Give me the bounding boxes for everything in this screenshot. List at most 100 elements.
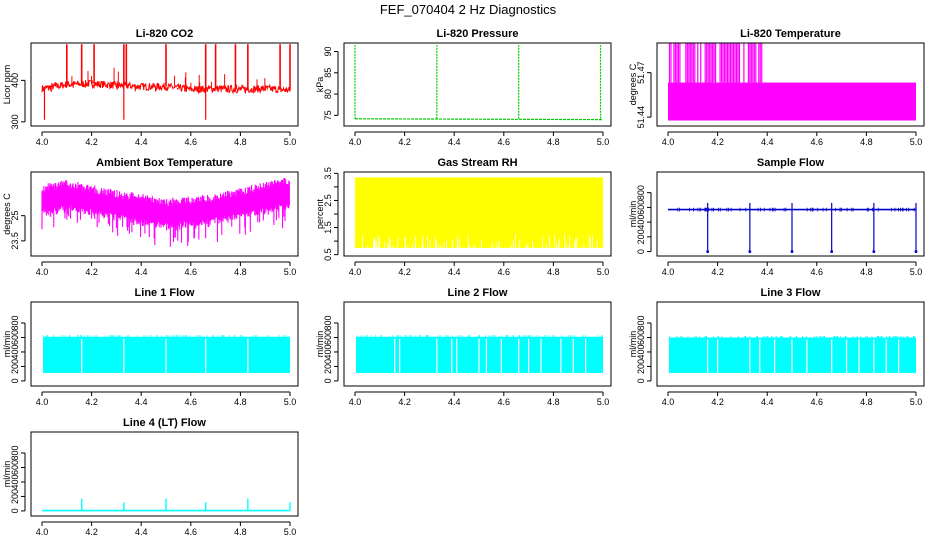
x-tick-label: 4.0: [349, 267, 362, 277]
y-tick-label: 400: [323, 344, 333, 359]
y-axis-label: ml/min: [2, 331, 12, 358]
panel-title: Li-820 CO2: [136, 28, 193, 40]
y-axis-label: kPa: [315, 77, 325, 93]
panel-title: Ambient Box Temperature: [96, 157, 233, 169]
x-tick-label: 4.0: [349, 137, 362, 147]
y-tick-label: 200: [323, 359, 333, 374]
series-band: [355, 177, 603, 248]
y-tick-label: 51.44: [636, 106, 646, 129]
x-tick-label: 4.8: [547, 137, 560, 147]
y-axis-label: ml/min: [628, 331, 638, 358]
panel-title: Li-820 Pressure: [437, 28, 519, 40]
x-tick-label: 4.4: [135, 527, 148, 537]
x-tick-label: 4.0: [36, 397, 49, 407]
x-tick-label: 5.0: [910, 137, 923, 147]
series-point: [872, 250, 876, 253]
panel-title: Gas Stream RH: [437, 157, 517, 169]
x-tick-label: 4.8: [860, 267, 873, 277]
y-axis-label: degrees C: [2, 193, 12, 235]
x-tick-label: 5.0: [910, 267, 923, 277]
panel-title: Line 3 Flow: [761, 287, 821, 299]
panel-title: Sample Flow: [757, 157, 825, 169]
y-tick-label: 400: [636, 215, 646, 230]
plot-frame: [30, 171, 299, 257]
x-tick-label: 4.4: [761, 137, 774, 147]
data-layer: [42, 498, 291, 512]
x-tick-label: 4.6: [811, 137, 824, 147]
y-tick-label: 800: [10, 315, 20, 330]
series-line: [41, 79, 291, 95]
x-tick-label: 4.2: [85, 267, 98, 277]
panel-10: Line 4 (LT) Flow ml/min 4.0 4.2 4.4 4.6 4.8 5.0…: [2, 417, 299, 537]
x-tick-label: 4.4: [448, 397, 461, 407]
y-tick-label: 600: [636, 200, 646, 215]
plot-frame: [30, 42, 299, 127]
series-point: [706, 250, 710, 253]
x-tick-label: 4.0: [662, 397, 675, 407]
y-axis-label: ml/min: [315, 331, 325, 358]
series-line: [354, 118, 604, 121]
x-tick-label: 4.0: [36, 527, 49, 537]
x-tick-label: 4.6: [185, 137, 198, 147]
y-axis-label: ml/min: [628, 201, 638, 228]
plot-frame: [343, 301, 612, 387]
x-tick-label: 4.6: [185, 527, 198, 537]
x-tick-label: 5.0: [284, 267, 297, 277]
series-point: [790, 250, 794, 253]
x-tick-label: 5.0: [284, 527, 297, 537]
y-tick-label: 0.5: [323, 248, 333, 261]
series-point: [830, 250, 834, 253]
x-tick-label: 4.0: [349, 397, 362, 407]
y-tick-label: 0: [636, 378, 646, 383]
x-tick-label: 4.0: [662, 267, 675, 277]
y-tick-label: 0: [636, 249, 646, 254]
y-tick-label: 0: [10, 378, 20, 383]
data-layer: [41, 44, 291, 120]
x-tick-label: 4.8: [547, 397, 560, 407]
plot-frame: [30, 431, 299, 517]
x-tick-label: 5.0: [597, 267, 610, 277]
y-tick-label: 400: [10, 73, 20, 88]
panel-title: Line 1 Flow: [135, 287, 195, 299]
y-tick-label: 800: [10, 445, 20, 460]
data-layer: [669, 336, 916, 373]
y-tick-label: 600: [323, 330, 333, 345]
panel-2: Li-820 Pressure kPa 4.0 4.2 4.4 4.6 4.8 5.0 75 80…: [315, 28, 612, 147]
figure-title: FEF_070404 2 Hz Diagnostics: [379, 2, 557, 17]
x-tick-label: 4.8: [234, 397, 247, 407]
y-tick-label: 200: [10, 489, 20, 504]
x-tick-label: 4.8: [234, 527, 247, 537]
x-tick-label: 4.2: [85, 137, 98, 147]
plot-frame: [656, 42, 925, 127]
y-tick-label: 800: [636, 315, 646, 330]
y-tick-label: 800: [636, 185, 646, 200]
x-tick-label: 4.2: [711, 267, 724, 277]
y-axis-label: ml/min: [2, 461, 12, 488]
x-tick-label: 4.6: [498, 267, 511, 277]
x-tick-label: 4.6: [811, 267, 824, 277]
y-tick-label: 300: [10, 114, 20, 129]
data-layer: [668, 202, 918, 253]
panel-9: Line 3 Flow ml/min 4.0 4.2 4.4 4.6 4.8 5.0 0 2004…: [628, 287, 925, 407]
y-tick-label: 75: [323, 110, 333, 120]
panel-1: Li-820 CO2 Licor ppm 4.0 4.2 4.4 4.6 4.8 5.0 300…: [2, 28, 299, 147]
plot-frame: [343, 42, 612, 127]
y-tick-label: 200: [636, 359, 646, 374]
y-tick-label: 0: [10, 508, 20, 513]
x-tick-label: 4.2: [398, 397, 411, 407]
x-tick-label: 4.4: [448, 137, 461, 147]
y-tick-label: 2.5: [323, 194, 333, 207]
plot-frame: [343, 171, 612, 257]
x-tick-label: 5.0: [910, 397, 923, 407]
y-tick-label: 3.5: [323, 167, 333, 180]
y-tick-label: 400: [10, 344, 20, 359]
plot-frame: [656, 301, 925, 387]
y-axis-label: percent: [315, 198, 325, 229]
data-layer: [41, 178, 290, 247]
x-tick-label: 4.0: [662, 137, 675, 147]
y-tick-label: 800: [323, 315, 333, 330]
x-tick-label: 4.4: [761, 397, 774, 407]
x-tick-label: 4.8: [860, 397, 873, 407]
